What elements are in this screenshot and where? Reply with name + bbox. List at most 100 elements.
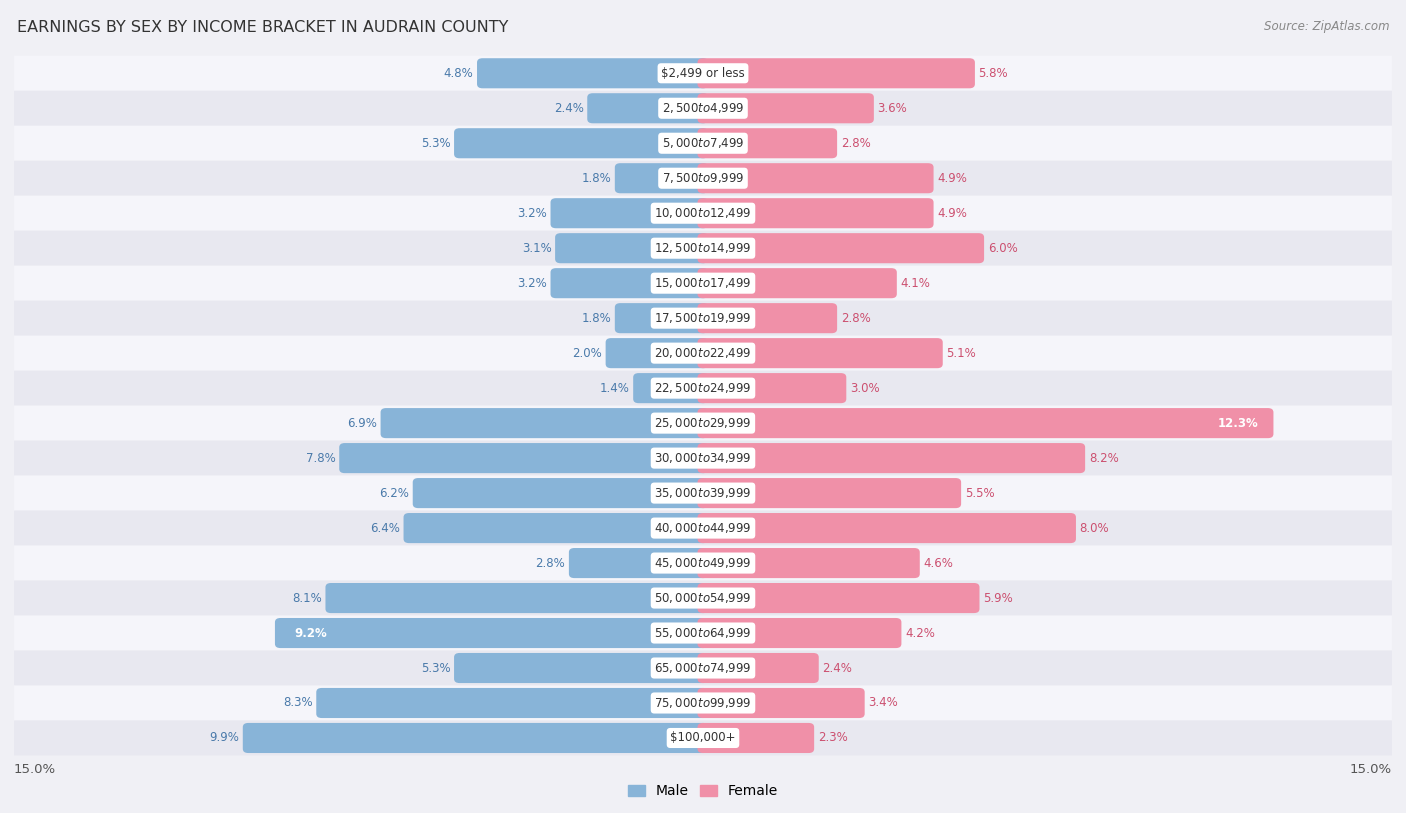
Text: 3.2%: 3.2%	[517, 276, 547, 289]
Text: 5.1%: 5.1%	[946, 346, 976, 359]
Text: 7.8%: 7.8%	[307, 451, 336, 464]
Text: $5,000 to $7,499: $5,000 to $7,499	[662, 137, 744, 150]
FancyBboxPatch shape	[697, 163, 934, 193]
Text: $25,000 to $29,999: $25,000 to $29,999	[654, 416, 752, 430]
FancyBboxPatch shape	[551, 268, 709, 298]
Text: 5.8%: 5.8%	[979, 67, 1008, 80]
Text: 3.0%: 3.0%	[851, 381, 880, 394]
Text: $22,500 to $24,999: $22,500 to $24,999	[654, 381, 752, 395]
Text: 2.0%: 2.0%	[572, 346, 602, 359]
Text: 4.8%: 4.8%	[444, 67, 474, 80]
FancyBboxPatch shape	[14, 56, 1392, 91]
FancyBboxPatch shape	[697, 268, 897, 298]
FancyBboxPatch shape	[697, 688, 865, 718]
FancyBboxPatch shape	[697, 408, 1274, 438]
Text: 4.1%: 4.1%	[900, 276, 931, 289]
Text: $2,500 to $4,999: $2,500 to $4,999	[662, 102, 744, 115]
FancyBboxPatch shape	[413, 478, 709, 508]
FancyBboxPatch shape	[697, 128, 837, 159]
FancyBboxPatch shape	[404, 513, 709, 543]
FancyBboxPatch shape	[477, 59, 709, 89]
FancyBboxPatch shape	[14, 196, 1392, 231]
FancyBboxPatch shape	[14, 336, 1392, 371]
Text: 2.8%: 2.8%	[841, 311, 870, 324]
FancyBboxPatch shape	[697, 618, 901, 648]
FancyBboxPatch shape	[243, 723, 709, 753]
FancyBboxPatch shape	[14, 91, 1392, 126]
Text: 3.6%: 3.6%	[877, 102, 907, 115]
Text: 3.1%: 3.1%	[522, 241, 551, 254]
Text: $100,000+: $100,000+	[671, 732, 735, 745]
Text: 4.2%: 4.2%	[905, 627, 935, 640]
FancyBboxPatch shape	[454, 653, 709, 683]
Text: $15,000 to $17,499: $15,000 to $17,499	[654, 276, 752, 290]
FancyBboxPatch shape	[569, 548, 709, 578]
Text: 15.0%: 15.0%	[14, 763, 56, 776]
FancyBboxPatch shape	[14, 511, 1392, 546]
Text: 5.9%: 5.9%	[983, 592, 1012, 605]
Text: $35,000 to $39,999: $35,000 to $39,999	[654, 486, 752, 500]
FancyBboxPatch shape	[697, 478, 962, 508]
Text: 2.3%: 2.3%	[818, 732, 848, 745]
Text: $10,000 to $12,499: $10,000 to $12,499	[654, 207, 752, 220]
FancyBboxPatch shape	[454, 128, 709, 159]
Text: 8.0%: 8.0%	[1080, 522, 1109, 535]
Text: 1.8%: 1.8%	[582, 172, 612, 185]
FancyBboxPatch shape	[551, 198, 709, 228]
Text: $50,000 to $54,999: $50,000 to $54,999	[654, 591, 752, 605]
Text: $30,000 to $34,999: $30,000 to $34,999	[654, 451, 752, 465]
FancyBboxPatch shape	[697, 233, 984, 263]
FancyBboxPatch shape	[697, 338, 943, 368]
FancyBboxPatch shape	[614, 163, 709, 193]
FancyBboxPatch shape	[14, 126, 1392, 161]
Text: 5.5%: 5.5%	[965, 487, 994, 499]
Text: $75,000 to $99,999: $75,000 to $99,999	[654, 696, 752, 710]
FancyBboxPatch shape	[14, 301, 1392, 336]
Legend: Male, Female: Male, Female	[623, 779, 783, 804]
Text: $7,500 to $9,999: $7,500 to $9,999	[662, 172, 744, 185]
FancyBboxPatch shape	[606, 338, 709, 368]
FancyBboxPatch shape	[614, 303, 709, 333]
FancyBboxPatch shape	[14, 685, 1392, 720]
FancyBboxPatch shape	[697, 583, 980, 613]
Text: 5.3%: 5.3%	[420, 137, 450, 150]
Text: Source: ZipAtlas.com: Source: ZipAtlas.com	[1264, 20, 1389, 33]
FancyBboxPatch shape	[555, 233, 709, 263]
Text: 2.8%: 2.8%	[841, 137, 870, 150]
FancyBboxPatch shape	[316, 688, 709, 718]
Text: EARNINGS BY SEX BY INCOME BRACKET IN AUDRAIN COUNTY: EARNINGS BY SEX BY INCOME BRACKET IN AUD…	[17, 20, 508, 35]
Text: $17,500 to $19,999: $17,500 to $19,999	[654, 311, 752, 325]
FancyBboxPatch shape	[276, 618, 709, 648]
FancyBboxPatch shape	[14, 371, 1392, 406]
Text: $65,000 to $74,999: $65,000 to $74,999	[654, 661, 752, 675]
Text: 5.3%: 5.3%	[420, 662, 450, 675]
FancyBboxPatch shape	[697, 303, 837, 333]
Text: 4.6%: 4.6%	[924, 557, 953, 570]
FancyBboxPatch shape	[14, 231, 1392, 266]
Text: 9.2%: 9.2%	[294, 627, 328, 640]
Text: 3.2%: 3.2%	[517, 207, 547, 220]
Text: $2,499 or less: $2,499 or less	[661, 67, 745, 80]
Text: $45,000 to $49,999: $45,000 to $49,999	[654, 556, 752, 570]
Text: 6.0%: 6.0%	[988, 241, 1018, 254]
FancyBboxPatch shape	[633, 373, 709, 403]
FancyBboxPatch shape	[697, 373, 846, 403]
FancyBboxPatch shape	[14, 266, 1392, 301]
Text: 2.4%: 2.4%	[554, 102, 583, 115]
FancyBboxPatch shape	[697, 548, 920, 578]
Text: 2.4%: 2.4%	[823, 662, 852, 675]
FancyBboxPatch shape	[697, 513, 1076, 543]
Text: 4.9%: 4.9%	[938, 172, 967, 185]
Text: 15.0%: 15.0%	[1350, 763, 1392, 776]
FancyBboxPatch shape	[697, 443, 1085, 473]
FancyBboxPatch shape	[339, 443, 709, 473]
Text: 8.3%: 8.3%	[283, 697, 312, 710]
Text: $12,500 to $14,999: $12,500 to $14,999	[654, 241, 752, 255]
FancyBboxPatch shape	[14, 580, 1392, 615]
FancyBboxPatch shape	[14, 406, 1392, 441]
FancyBboxPatch shape	[14, 650, 1392, 685]
Text: $20,000 to $22,499: $20,000 to $22,499	[654, 346, 752, 360]
FancyBboxPatch shape	[14, 441, 1392, 476]
FancyBboxPatch shape	[588, 93, 709, 124]
FancyBboxPatch shape	[381, 408, 709, 438]
